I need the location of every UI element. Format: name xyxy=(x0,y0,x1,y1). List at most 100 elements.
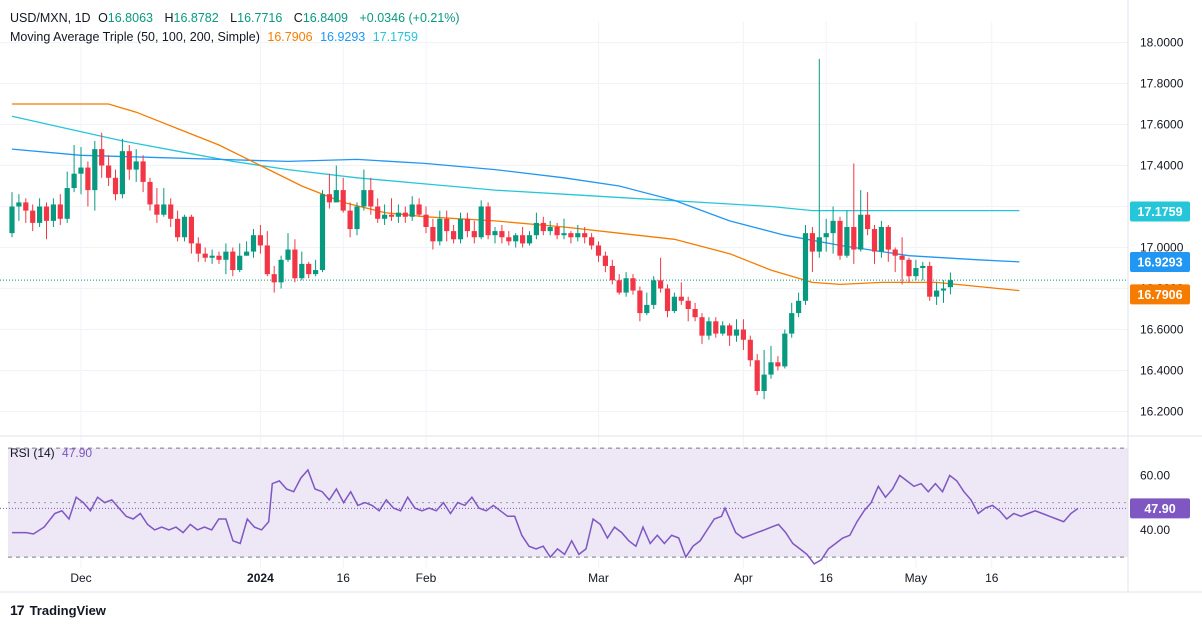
candle[interactable] xyxy=(271,265,277,293)
candle[interactable] xyxy=(637,286,643,322)
candle[interactable] xyxy=(761,350,767,400)
candle[interactable] xyxy=(651,276,657,309)
candle[interactable] xyxy=(161,188,167,217)
candle[interactable] xyxy=(430,218,436,250)
candle[interactable] xyxy=(133,149,139,182)
candle[interactable] xyxy=(892,247,898,273)
candle[interactable] xyxy=(513,233,519,248)
candle[interactable] xyxy=(520,227,526,248)
candle[interactable] xyxy=(333,165,339,203)
candle[interactable] xyxy=(471,220,477,244)
candle[interactable] xyxy=(202,247,208,262)
candle[interactable] xyxy=(444,210,450,242)
candle[interactable] xyxy=(188,214,194,254)
candle[interactable] xyxy=(299,251,305,281)
candle[interactable] xyxy=(775,356,781,371)
candle[interactable] xyxy=(50,198,56,227)
candle[interactable] xyxy=(837,216,843,260)
candle[interactable] xyxy=(575,224,581,242)
candle[interactable] xyxy=(851,163,857,264)
candle[interactable] xyxy=(609,259,615,285)
candle[interactable] xyxy=(582,227,588,244)
candle[interactable] xyxy=(692,302,698,322)
candle[interactable] xyxy=(388,198,395,221)
candle[interactable] xyxy=(106,155,112,186)
candle[interactable] xyxy=(664,284,671,318)
candle[interactable] xyxy=(816,58,822,258)
rsi-pane[interactable] xyxy=(0,447,1128,565)
candle[interactable] xyxy=(940,280,947,303)
candle[interactable] xyxy=(727,323,733,346)
candle[interactable] xyxy=(437,210,443,246)
candle[interactable] xyxy=(195,237,201,262)
candle[interactable] xyxy=(706,317,712,340)
candle[interactable] xyxy=(340,177,346,213)
candle[interactable] xyxy=(368,177,374,215)
candle[interactable] xyxy=(671,292,677,314)
candle[interactable] xyxy=(147,177,153,211)
candle[interactable] xyxy=(713,317,719,338)
candle[interactable] xyxy=(630,274,636,295)
candle[interactable] xyxy=(595,241,602,262)
candle[interactable] xyxy=(223,243,229,275)
rsi-line[interactable] xyxy=(12,468,1079,565)
candle[interactable] xyxy=(499,224,505,244)
candle[interactable] xyxy=(885,224,891,262)
candle[interactable] xyxy=(540,216,546,236)
candle[interactable] xyxy=(361,169,367,211)
candle[interactable] xyxy=(927,261,933,301)
candle[interactable] xyxy=(278,255,284,289)
candle[interactable] xyxy=(906,257,912,283)
candle[interactable] xyxy=(416,198,422,217)
candle[interactable] xyxy=(57,194,63,225)
candle[interactable] xyxy=(16,194,22,221)
candle[interactable] xyxy=(168,198,174,227)
candle[interactable] xyxy=(319,190,326,273)
candle[interactable] xyxy=(844,210,850,258)
candle[interactable] xyxy=(913,259,919,281)
candle[interactable] xyxy=(140,155,146,193)
candle[interactable] xyxy=(375,198,381,223)
candle[interactable] xyxy=(802,224,809,305)
candle[interactable] xyxy=(382,204,388,225)
candle[interactable] xyxy=(23,198,29,223)
candle[interactable] xyxy=(126,145,132,180)
candle[interactable] xyxy=(64,171,70,223)
candle[interactable] xyxy=(395,204,401,223)
candle[interactable] xyxy=(485,202,491,240)
candle[interactable] xyxy=(354,202,360,236)
candle[interactable] xyxy=(464,212,470,238)
candle[interactable] xyxy=(533,212,539,240)
candle[interactable] xyxy=(878,220,884,258)
candle[interactable] xyxy=(237,243,243,273)
candle[interactable] xyxy=(451,224,457,244)
candle[interactable] xyxy=(602,251,608,273)
candle[interactable] xyxy=(568,231,574,244)
candle[interactable] xyxy=(754,354,760,396)
candle[interactable] xyxy=(547,220,553,236)
candle[interactable] xyxy=(9,192,15,238)
candle[interactable] xyxy=(526,231,533,246)
candle[interactable] xyxy=(181,214,188,242)
candle[interactable] xyxy=(644,292,650,316)
candle[interactable] xyxy=(478,200,484,240)
candle[interactable] xyxy=(78,147,84,195)
tradingview-logo[interactable]: 17 TradingView xyxy=(10,602,106,618)
candle[interactable] xyxy=(43,202,50,240)
candlestick-series[interactable] xyxy=(9,58,953,400)
candle[interactable] xyxy=(71,145,77,193)
candle[interactable] xyxy=(154,188,160,223)
candle[interactable] xyxy=(506,231,512,246)
candle[interactable] xyxy=(796,292,802,318)
candle[interactable] xyxy=(947,272,953,295)
candle[interactable] xyxy=(934,282,940,305)
candle[interactable] xyxy=(589,233,595,250)
candle[interactable] xyxy=(209,249,215,264)
candle[interactable] xyxy=(423,206,429,234)
candle[interactable] xyxy=(685,296,691,322)
candle[interactable] xyxy=(809,227,815,273)
candle[interactable] xyxy=(865,192,871,236)
candle[interactable] xyxy=(285,233,291,262)
candle[interactable] xyxy=(313,259,319,277)
